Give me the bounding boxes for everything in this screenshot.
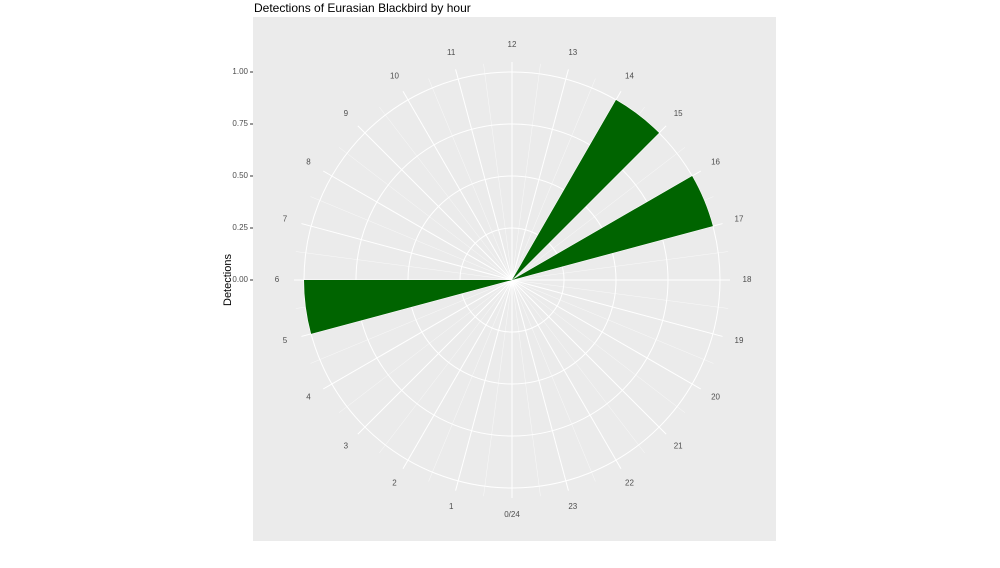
y-tick-label: 1.00 <box>232 67 248 76</box>
x-tick-label: 15 <box>674 109 683 118</box>
minor-grid-line <box>511 78 596 281</box>
x-tick-label: 9 <box>344 109 349 118</box>
x-tick-label: 3 <box>344 441 349 450</box>
x-tick-label: 7 <box>283 214 288 223</box>
x-tick-label: 20 <box>711 393 720 402</box>
grid-line <box>455 69 513 281</box>
grid-line <box>357 279 513 435</box>
x-tick-label: 11 <box>447 48 456 57</box>
y-tick-label: 0.25 <box>232 223 248 232</box>
minor-grid-line <box>428 78 513 281</box>
grid-line <box>511 279 702 390</box>
y-tick-label: 0.50 <box>232 171 248 180</box>
minor-grid-line <box>295 251 513 281</box>
bar <box>512 176 713 280</box>
y-axis-title: Detections <box>222 254 234 306</box>
minor-grid-line <box>379 106 513 281</box>
grid-line <box>402 279 513 470</box>
minor-grid-line <box>511 63 541 281</box>
grid-line <box>322 170 513 281</box>
minor-grid-line <box>511 279 729 309</box>
x-tick-label: 0/24 <box>504 510 520 519</box>
minor-grid-line <box>511 279 714 364</box>
x-tick-label: 5 <box>283 336 288 345</box>
grid-line <box>455 279 513 491</box>
minor-grid-line <box>511 279 541 497</box>
minor-grid-line <box>511 279 686 413</box>
grid-line <box>511 279 667 435</box>
minor-grid-line <box>511 279 596 482</box>
x-tick-label: 8 <box>306 158 311 167</box>
minor-grid-line <box>511 279 645 454</box>
grid-line <box>511 279 622 470</box>
minor-grid-line <box>338 147 513 281</box>
x-tick-label: 1 <box>449 502 454 511</box>
x-tick-label: 22 <box>625 479 634 488</box>
minor-grid-line <box>428 279 513 482</box>
y-tick-label: 0.75 <box>232 119 248 128</box>
minor-grid-line <box>511 147 686 281</box>
x-tick-label: 16 <box>711 158 720 167</box>
bar <box>512 99 660 280</box>
x-tick-label: 18 <box>743 275 752 284</box>
minor-grid-line <box>483 279 513 497</box>
grid-line <box>357 125 513 281</box>
x-tick-label: 6 <box>275 275 280 284</box>
grid-line <box>511 279 569 491</box>
minor-grid-line <box>511 251 729 281</box>
x-tick-label: 13 <box>568 48 577 57</box>
x-tick-label: 4 <box>306 393 311 402</box>
x-tick-label: 23 <box>568 502 577 511</box>
grid-line <box>511 279 723 337</box>
minor-grid-line <box>310 279 513 364</box>
minor-grid-line <box>310 196 513 281</box>
grid-line <box>511 69 569 281</box>
x-tick-label: 21 <box>674 441 683 450</box>
grid-line <box>301 223 513 281</box>
minor-grid-line <box>483 63 513 281</box>
x-tick-label: 14 <box>625 72 634 81</box>
x-tick-label: 2 <box>392 479 397 488</box>
x-tick-label: 12 <box>508 40 517 49</box>
minor-grid-line <box>379 279 513 454</box>
grid-line <box>402 90 513 281</box>
bar <box>304 280 512 334</box>
chart-title: Detections of Eurasian Blackbird by hour <box>254 1 471 15</box>
grid-line <box>322 279 513 390</box>
x-tick-label: 10 <box>390 72 399 81</box>
y-tick-label: 0.00 <box>232 275 248 284</box>
x-tick-label: 19 <box>735 336 744 345</box>
minor-grid-line <box>338 279 513 413</box>
x-tick-label: 17 <box>735 214 744 223</box>
